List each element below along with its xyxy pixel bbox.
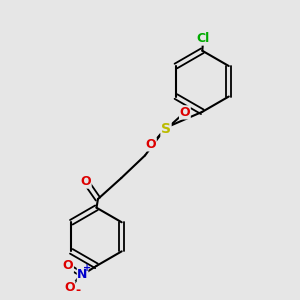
Text: O: O — [80, 175, 91, 188]
Text: -: - — [76, 284, 81, 296]
Text: O: O — [63, 260, 73, 272]
Text: O: O — [180, 106, 190, 119]
Text: N: N — [77, 268, 88, 281]
Text: O: O — [146, 138, 156, 151]
Text: O: O — [64, 281, 75, 294]
Text: Cl: Cl — [196, 32, 209, 45]
Text: +: + — [83, 263, 92, 273]
Text: S: S — [161, 122, 171, 136]
